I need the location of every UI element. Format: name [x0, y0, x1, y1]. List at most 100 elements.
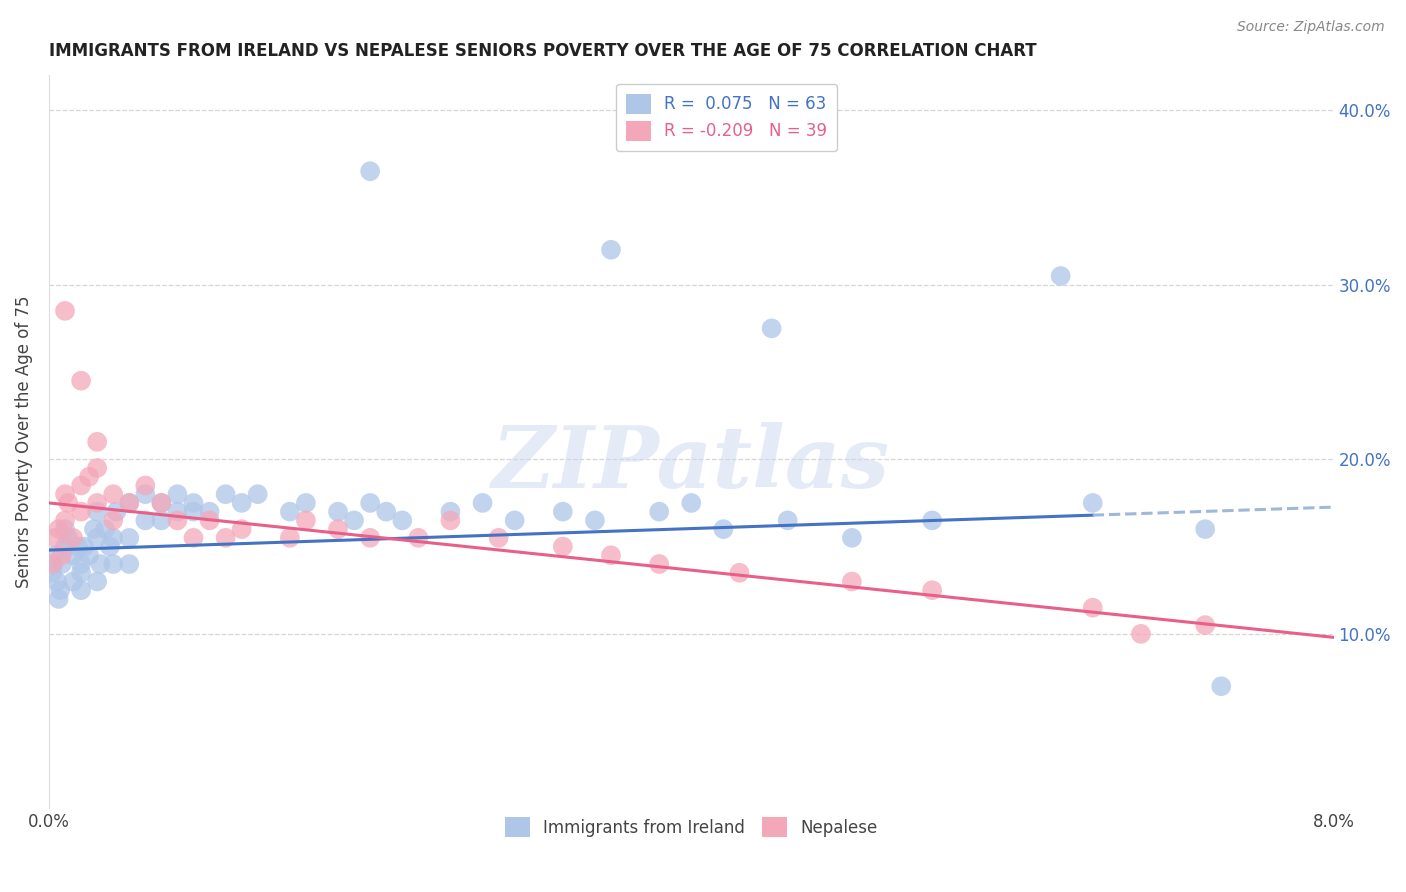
Point — [86, 531, 108, 545]
Point — [103, 557, 125, 571]
Point — [776, 513, 799, 527]
Point — [53, 487, 76, 501]
Point — [359, 164, 381, 178]
Text: IMMIGRANTS FROM IRELAND VS NEPALESE SENIORS POVERTY OVER THE AGE OF 75 CORRELATI: IMMIGRANTS FROM IRELAND VS NEPALESE SENI… — [49, 42, 1036, 60]
Point — [183, 531, 205, 545]
Point — [246, 487, 269, 501]
Point — [408, 531, 430, 545]
Point — [77, 469, 100, 483]
Point — [728, 566, 751, 580]
Point — [103, 487, 125, 501]
Point — [86, 505, 108, 519]
Point — [326, 505, 349, 519]
Point — [70, 583, 93, 598]
Point — [46, 574, 69, 589]
Point — [278, 505, 301, 519]
Point — [1211, 679, 1233, 693]
Point — [44, 531, 66, 545]
Point — [94, 522, 117, 536]
Legend: Immigrants from Ireland, Nepalese: Immigrants from Ireland, Nepalese — [498, 811, 884, 844]
Point — [44, 549, 66, 563]
Text: ZIPatlas: ZIPatlas — [492, 422, 890, 506]
Point — [183, 496, 205, 510]
Point — [439, 505, 461, 519]
Point — [1194, 618, 1216, 632]
Point — [359, 496, 381, 510]
Point — [231, 522, 253, 536]
Point — [278, 531, 301, 545]
Point — [86, 434, 108, 449]
Point — [41, 566, 63, 580]
Point — [98, 540, 121, 554]
Point — [53, 513, 76, 527]
Point — [134, 487, 156, 501]
Point — [89, 557, 111, 571]
Point — [70, 557, 93, 571]
Point — [921, 583, 943, 598]
Point — [1081, 600, 1104, 615]
Point — [62, 574, 84, 589]
Point — [231, 496, 253, 510]
Point — [53, 540, 76, 554]
Point — [150, 513, 173, 527]
Point — [295, 496, 318, 510]
Point — [1194, 522, 1216, 536]
Point — [648, 557, 671, 571]
Point — [648, 505, 671, 519]
Point — [103, 531, 125, 545]
Point — [83, 522, 105, 536]
Point — [77, 549, 100, 563]
Point — [326, 522, 349, 536]
Point — [600, 243, 623, 257]
Point — [1129, 627, 1152, 641]
Point — [150, 496, 173, 510]
Point — [214, 487, 236, 501]
Point — [49, 583, 72, 598]
Point — [66, 540, 89, 554]
Point — [70, 505, 93, 519]
Point — [58, 496, 80, 510]
Point — [53, 522, 76, 536]
Point — [134, 478, 156, 492]
Point — [551, 540, 574, 554]
Point — [921, 513, 943, 527]
Point — [681, 496, 703, 510]
Point — [62, 531, 84, 545]
Point — [359, 531, 381, 545]
Point — [166, 487, 188, 501]
Point — [103, 513, 125, 527]
Point — [761, 321, 783, 335]
Point — [105, 505, 128, 519]
Point — [551, 505, 574, 519]
Point — [713, 522, 735, 536]
Y-axis label: Seniors Poverty Over the Age of 75: Seniors Poverty Over the Age of 75 — [15, 295, 32, 588]
Point — [1049, 268, 1071, 283]
Point — [503, 513, 526, 527]
Point — [70, 374, 93, 388]
Point — [48, 591, 70, 606]
Point — [118, 496, 141, 510]
Point — [73, 540, 96, 554]
Point — [471, 496, 494, 510]
Point — [183, 505, 205, 519]
Point — [150, 496, 173, 510]
Point — [166, 513, 188, 527]
Point — [488, 531, 510, 545]
Point — [1081, 496, 1104, 510]
Point — [51, 557, 73, 571]
Point — [118, 496, 141, 510]
Point — [166, 505, 188, 519]
Point — [86, 496, 108, 510]
Point — [198, 505, 221, 519]
Point — [583, 513, 606, 527]
Point — [41, 557, 63, 571]
Point — [118, 531, 141, 545]
Point — [214, 531, 236, 545]
Point — [70, 566, 93, 580]
Point — [343, 513, 366, 527]
Point — [62, 549, 84, 563]
Point — [58, 531, 80, 545]
Point — [134, 513, 156, 527]
Point — [86, 574, 108, 589]
Point — [375, 505, 398, 519]
